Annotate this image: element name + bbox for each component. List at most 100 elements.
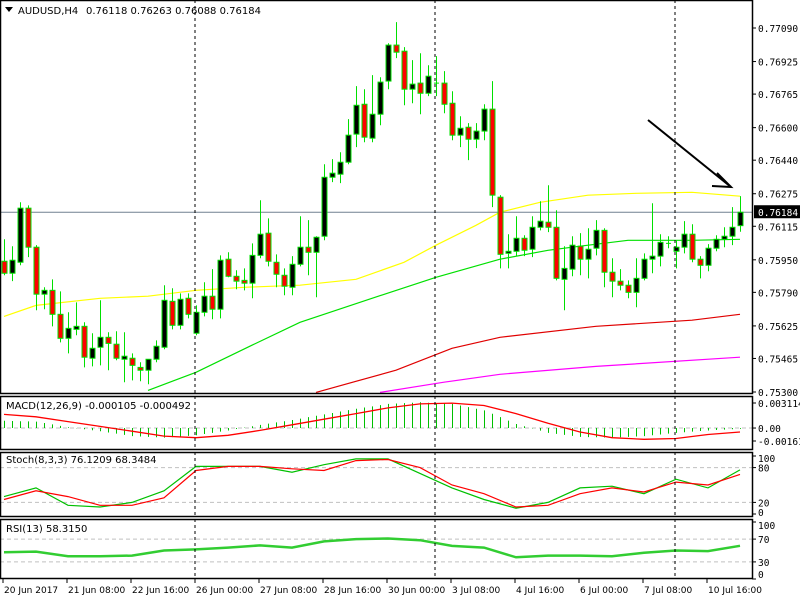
candle[interactable] [241, 268, 248, 291]
candle[interactable] [657, 234, 664, 267]
candle[interactable] [401, 47, 408, 106]
candle[interactable] [553, 210, 560, 281]
candle[interactable] [281, 268, 288, 296]
symbol-header[interactable]: AUDUSD,H4 0.76118 0.76263 0.76088 0.7618… [5, 6, 261, 17]
candle[interactable] [89, 333, 96, 367]
candle[interactable] [409, 60, 416, 104]
candle[interactable] [161, 285, 168, 350]
candle[interactable] [353, 86, 360, 148]
candle[interactable] [145, 358, 152, 385]
candle[interactable] [177, 293, 184, 330]
candle[interactable] [737, 196, 744, 232]
candle[interactable] [153, 340, 160, 363]
candle[interactable] [601, 228, 608, 288]
candle[interactable] [705, 244, 712, 272]
candle[interactable] [561, 246, 568, 311]
candle[interactable] [113, 331, 120, 361]
candle[interactable] [257, 200, 264, 259]
candle[interactable] [385, 43, 392, 90]
main-price-panel[interactable]: 0.77090 0.76925 0.76765 0.76600 0.76440 0.762… [0, 22, 800, 399]
candle[interactable] [289, 256, 296, 296]
candle[interactable] [513, 216, 520, 257]
candle[interactable] [129, 353, 136, 381]
candle[interactable] [465, 123, 472, 161]
candle[interactable] [25, 205, 32, 258]
candle[interactable] [441, 71, 448, 114]
candle[interactable] [41, 287, 48, 310]
candle[interactable] [305, 220, 312, 276]
candle[interactable] [9, 246, 16, 282]
candle[interactable] [73, 302, 80, 336]
candle[interactable] [169, 288, 176, 330]
candle[interactable] [529, 216, 536, 258]
candle[interactable] [585, 228, 592, 279]
candle[interactable] [225, 252, 232, 278]
macd-panel[interactable]: 0.003114 0.00 -0.001614 [0, 399, 800, 448]
candle[interactable] [649, 203, 656, 274]
candle[interactable] [201, 282, 208, 317]
candle[interactable] [609, 258, 616, 298]
candle[interactable] [105, 332, 112, 371]
candle[interactable] [345, 119, 352, 165]
candle[interactable] [545, 185, 552, 233]
candle[interactable] [593, 220, 600, 256]
rsi-panel[interactable]: 100 70 300 [0, 521, 775, 581]
candle[interactable] [57, 291, 64, 343]
candle[interactable] [369, 75, 376, 143]
candle[interactable] [457, 116, 464, 148]
candle[interactable] [329, 159, 336, 183]
candle[interactable] [713, 235, 720, 252]
candle[interactable] [17, 202, 24, 266]
candle[interactable] [721, 227, 728, 248]
candle[interactable] [577, 233, 584, 276]
candle[interactable] [1, 239, 8, 276]
candle[interactable] [361, 89, 368, 143]
candle[interactable] [569, 236, 576, 277]
candle[interactable] [321, 164, 328, 241]
candle[interactable] [473, 123, 480, 149]
candle[interactable] [121, 332, 128, 383]
candle[interactable] [625, 280, 632, 299]
candle[interactable] [633, 258, 640, 308]
candle[interactable] [425, 65, 432, 97]
candle[interactable] [497, 195, 504, 269]
candle[interactable] [193, 305, 200, 336]
candle[interactable] [337, 152, 344, 184]
candle[interactable] [65, 312, 72, 354]
candle[interactable] [417, 53, 424, 115]
candle[interactable] [673, 240, 680, 269]
candle[interactable] [33, 245, 40, 311]
candle[interactable] [209, 269, 216, 320]
candle[interactable] [481, 104, 488, 141]
candle[interactable] [137, 362, 144, 382]
candle[interactable] [537, 201, 544, 231]
candle[interactable] [449, 91, 456, 141]
candle[interactable] [81, 322, 88, 368]
candle[interactable] [377, 77, 384, 126]
candle[interactable] [49, 279, 56, 327]
candle[interactable] [434, 56, 439, 97]
candle[interactable] [273, 254, 280, 288]
candle[interactable] [313, 236, 320, 298]
candle[interactable] [249, 243, 256, 299]
candle[interactable] [641, 253, 648, 281]
candle[interactable] [521, 235, 528, 257]
candle[interactable] [689, 224, 696, 263]
candle[interactable] [265, 218, 272, 267]
candle[interactable] [233, 270, 240, 290]
candle[interactable] [697, 256, 704, 279]
candle[interactable] [217, 255, 224, 319]
candle[interactable] [729, 207, 736, 246]
candle[interactable] [617, 269, 624, 291]
dropdown-triangle-icon[interactable] [5, 7, 13, 12]
candle[interactable] [393, 22, 400, 59]
candle[interactable] [505, 234, 512, 269]
candle[interactable] [681, 221, 688, 254]
candle[interactable] [297, 216, 304, 267]
candle[interactable] [489, 81, 496, 208]
candle[interactable] [666, 236, 671, 249]
candle[interactable] [185, 293, 192, 319]
candle[interactable] [97, 300, 104, 366]
